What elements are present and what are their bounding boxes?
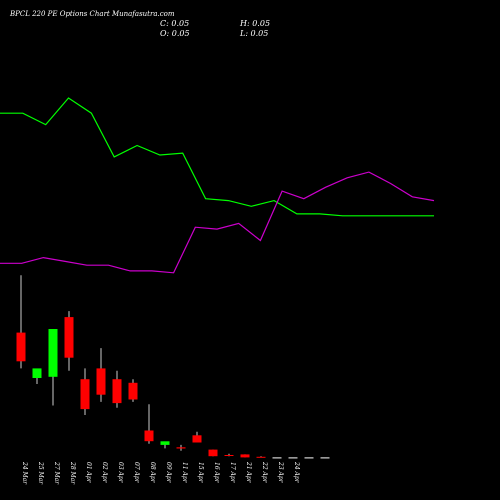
candle-body — [96, 368, 106, 395]
x-tick-label: 21 Apr — [245, 461, 252, 484]
x-tick-label: 24 Mar — [21, 461, 28, 485]
x-tick-label: 07 Apr — [133, 462, 140, 484]
candle — [272, 457, 282, 459]
candle — [80, 368, 90, 415]
candle-body — [80, 379, 90, 410]
candle — [224, 453, 234, 457]
x-tick-label: 17 Apr — [229, 462, 236, 484]
x-tick-label: 08 Apr — [149, 462, 156, 484]
candle-body — [192, 435, 202, 443]
ohlc-close-label: C: 0.05 — [160, 19, 189, 28]
candle-body — [304, 457, 314, 459]
candle — [304, 457, 314, 459]
candle-body — [256, 456, 266, 458]
x-tick-label: 23 Apr — [277, 461, 284, 484]
candle-body — [208, 449, 218, 457]
candle — [32, 368, 42, 384]
candle-body — [32, 368, 42, 378]
candle-body — [112, 379, 122, 404]
candle-body — [320, 457, 330, 459]
ohlc-open-label: O: 0.05 — [160, 29, 190, 38]
chart-title: BPCL 220 PE Options Chart Munafasutra.co… — [9, 10, 175, 18]
x-tick-label: 01 Apr — [85, 462, 92, 484]
candle — [64, 311, 74, 371]
x-tick-label: 11 Apr — [181, 462, 188, 484]
candle-body — [240, 454, 250, 458]
x-tick-label: 16 Apr — [213, 462, 220, 484]
candle-body — [48, 329, 58, 377]
x-tick-label: 03 Apr — [117, 462, 124, 484]
candle — [96, 348, 106, 402]
candle-body — [176, 447, 186, 449]
candle — [112, 370, 122, 408]
x-tick-label: 02 Apr — [101, 462, 108, 484]
x-tick-label: 09 Apr — [165, 462, 172, 484]
candle — [176, 444, 186, 451]
x-tick-label: 15 Apr — [197, 462, 204, 484]
candle — [16, 275, 26, 369]
candle-body — [16, 332, 26, 362]
indicator-line-2 — [0, 171, 435, 274]
candle-body — [128, 382, 138, 400]
candle — [288, 457, 298, 459]
x-tick-label: 28 Mar — [69, 461, 76, 485]
x-tick-label: 24 Apr — [293, 461, 300, 484]
candle-body — [288, 457, 298, 459]
candle — [192, 431, 202, 443]
candlesticks — [16, 275, 330, 459]
candle-body — [144, 430, 154, 442]
candle-body — [160, 441, 170, 445]
candle — [144, 404, 154, 444]
ohlc-low-label: L: 0.05 — [239, 29, 268, 38]
candle-body — [224, 455, 234, 456]
x-axis-tick-labels: 24 Mar 25 Mar 27 Mar 28 Mar 01 Apr 02 Apr 03 A… — [21, 461, 300, 485]
candle — [48, 329, 58, 406]
indicator-line-1 — [0, 97, 434, 217]
candle — [320, 457, 330, 459]
x-tick-label: 25 Mar — [37, 461, 44, 485]
candle — [208, 449, 218, 457]
x-tick-label: 22 Apr — [261, 461, 268, 484]
ohlc-high-label: H: 0.05 — [239, 19, 270, 28]
candle-body — [64, 317, 74, 358]
candle — [160, 441, 170, 449]
candle-body — [272, 457, 282, 459]
indicator-lines — [0, 97, 435, 274]
candle — [240, 454, 250, 458]
x-tick-label: 27 Mar — [53, 461, 60, 485]
candle — [256, 456, 266, 458]
candle — [128, 379, 138, 402]
